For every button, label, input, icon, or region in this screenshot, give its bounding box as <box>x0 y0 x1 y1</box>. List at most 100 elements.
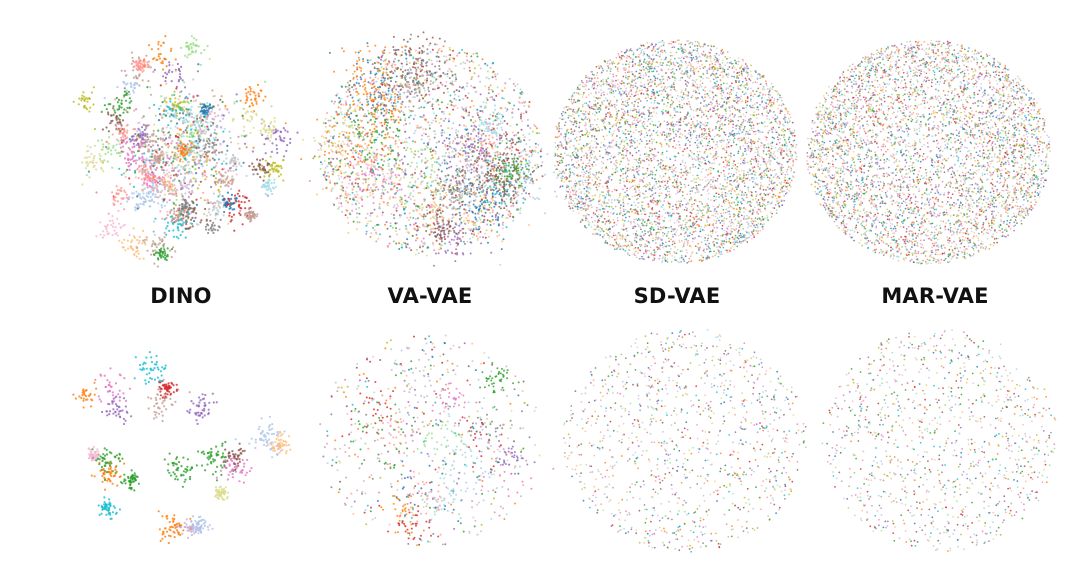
scatter-point <box>101 111 103 113</box>
scatter-point <box>122 119 124 121</box>
scatter-point <box>267 189 269 191</box>
scatter-point <box>164 236 166 238</box>
scatter-point <box>124 87 126 89</box>
scatter-point <box>163 108 165 110</box>
scatter-point <box>189 168 191 170</box>
scatter-point <box>259 176 261 178</box>
scatter-point <box>101 148 103 150</box>
scatter-point <box>173 157 175 159</box>
scatter-point <box>152 58 154 60</box>
scatter-point <box>162 75 164 77</box>
scatter-point <box>113 114 115 116</box>
scatter-point <box>81 161 83 163</box>
scatter-point <box>157 138 159 140</box>
scatter-point <box>219 193 221 195</box>
scatter-point <box>208 211 210 213</box>
scatter-point <box>253 127 255 129</box>
scatter-point <box>165 83 167 85</box>
scatter-point <box>243 162 245 164</box>
scatter-point <box>98 153 100 155</box>
scatter-point <box>176 189 178 191</box>
scatter-point <box>202 192 204 194</box>
scatter-point <box>246 197 248 199</box>
scatter-point <box>275 170 277 172</box>
scatter-point <box>204 199 206 201</box>
scatter-point <box>110 224 112 226</box>
scatter-point <box>273 182 275 184</box>
scatter-point <box>107 161 109 163</box>
scatter-point <box>177 146 179 148</box>
scatter-point <box>177 156 179 158</box>
scatter-point <box>128 165 130 167</box>
scatter-point <box>225 163 227 165</box>
scatter-point <box>161 238 163 240</box>
scatter-point <box>207 105 209 107</box>
scatter-point <box>235 169 237 171</box>
scatter-point <box>270 136 272 138</box>
scatter-point <box>240 100 242 102</box>
scatter-point <box>164 174 166 176</box>
scatter-point <box>243 108 245 110</box>
scatter-point <box>130 83 132 85</box>
scatter-point <box>176 236 178 238</box>
scatter-point <box>171 71 173 73</box>
scatter-point <box>229 137 231 139</box>
scatter-point <box>168 64 170 66</box>
scatter-point <box>183 181 185 183</box>
scatter-point <box>161 218 163 220</box>
scatter-point <box>188 196 190 198</box>
scatter-point <box>208 146 210 148</box>
scatter-point <box>114 112 116 114</box>
scatter-point <box>172 246 174 248</box>
scatter-point <box>205 131 207 133</box>
scatter-point <box>195 152 197 154</box>
scatter-point <box>152 193 154 195</box>
scatter-point <box>153 221 155 223</box>
scatter-point <box>251 163 253 165</box>
scatter-point <box>275 128 277 130</box>
scatter-point <box>232 154 234 156</box>
scatter-point <box>126 130 128 132</box>
scatter-point <box>217 195 219 197</box>
scatter-point <box>128 147 130 149</box>
scatter-point <box>239 148 241 150</box>
scatter-point <box>122 81 124 83</box>
scatter-point <box>169 100 171 102</box>
scatter-point <box>278 175 280 177</box>
scatter-point <box>135 251 137 253</box>
scatter-point <box>165 227 167 229</box>
scatter-point <box>209 214 211 216</box>
scatter-point <box>182 117 184 119</box>
scatter-point <box>215 144 217 146</box>
scatter-point <box>143 258 145 260</box>
scatter-point <box>190 219 192 221</box>
scatter-point <box>228 182 230 184</box>
scatter-point <box>175 195 177 197</box>
scatter-point <box>153 231 155 233</box>
scatter-point <box>179 95 181 97</box>
scatter-point <box>165 234 167 236</box>
scatter-point <box>166 73 168 75</box>
scatter-point <box>239 210 241 212</box>
scatter-point <box>135 162 137 164</box>
scatter-point <box>121 174 123 176</box>
scatter-point <box>148 44 150 46</box>
scatter-point <box>212 157 214 159</box>
scatter-point <box>176 142 178 144</box>
scatter-point <box>109 220 111 222</box>
scatter-point <box>192 159 194 161</box>
scatter-point <box>274 120 276 122</box>
scatter-point <box>146 182 148 184</box>
scatter-point <box>89 146 91 148</box>
scatter-point <box>123 108 125 110</box>
scatter-point <box>211 224 213 226</box>
scatter-point <box>210 125 212 127</box>
scatter-point <box>92 103 94 105</box>
scatter-point <box>139 142 141 144</box>
scatter-point <box>191 223 193 225</box>
scatter-point <box>141 178 143 180</box>
scatter-point <box>138 62 140 64</box>
scatter-point <box>227 223 229 225</box>
scatter-point <box>188 183 190 185</box>
